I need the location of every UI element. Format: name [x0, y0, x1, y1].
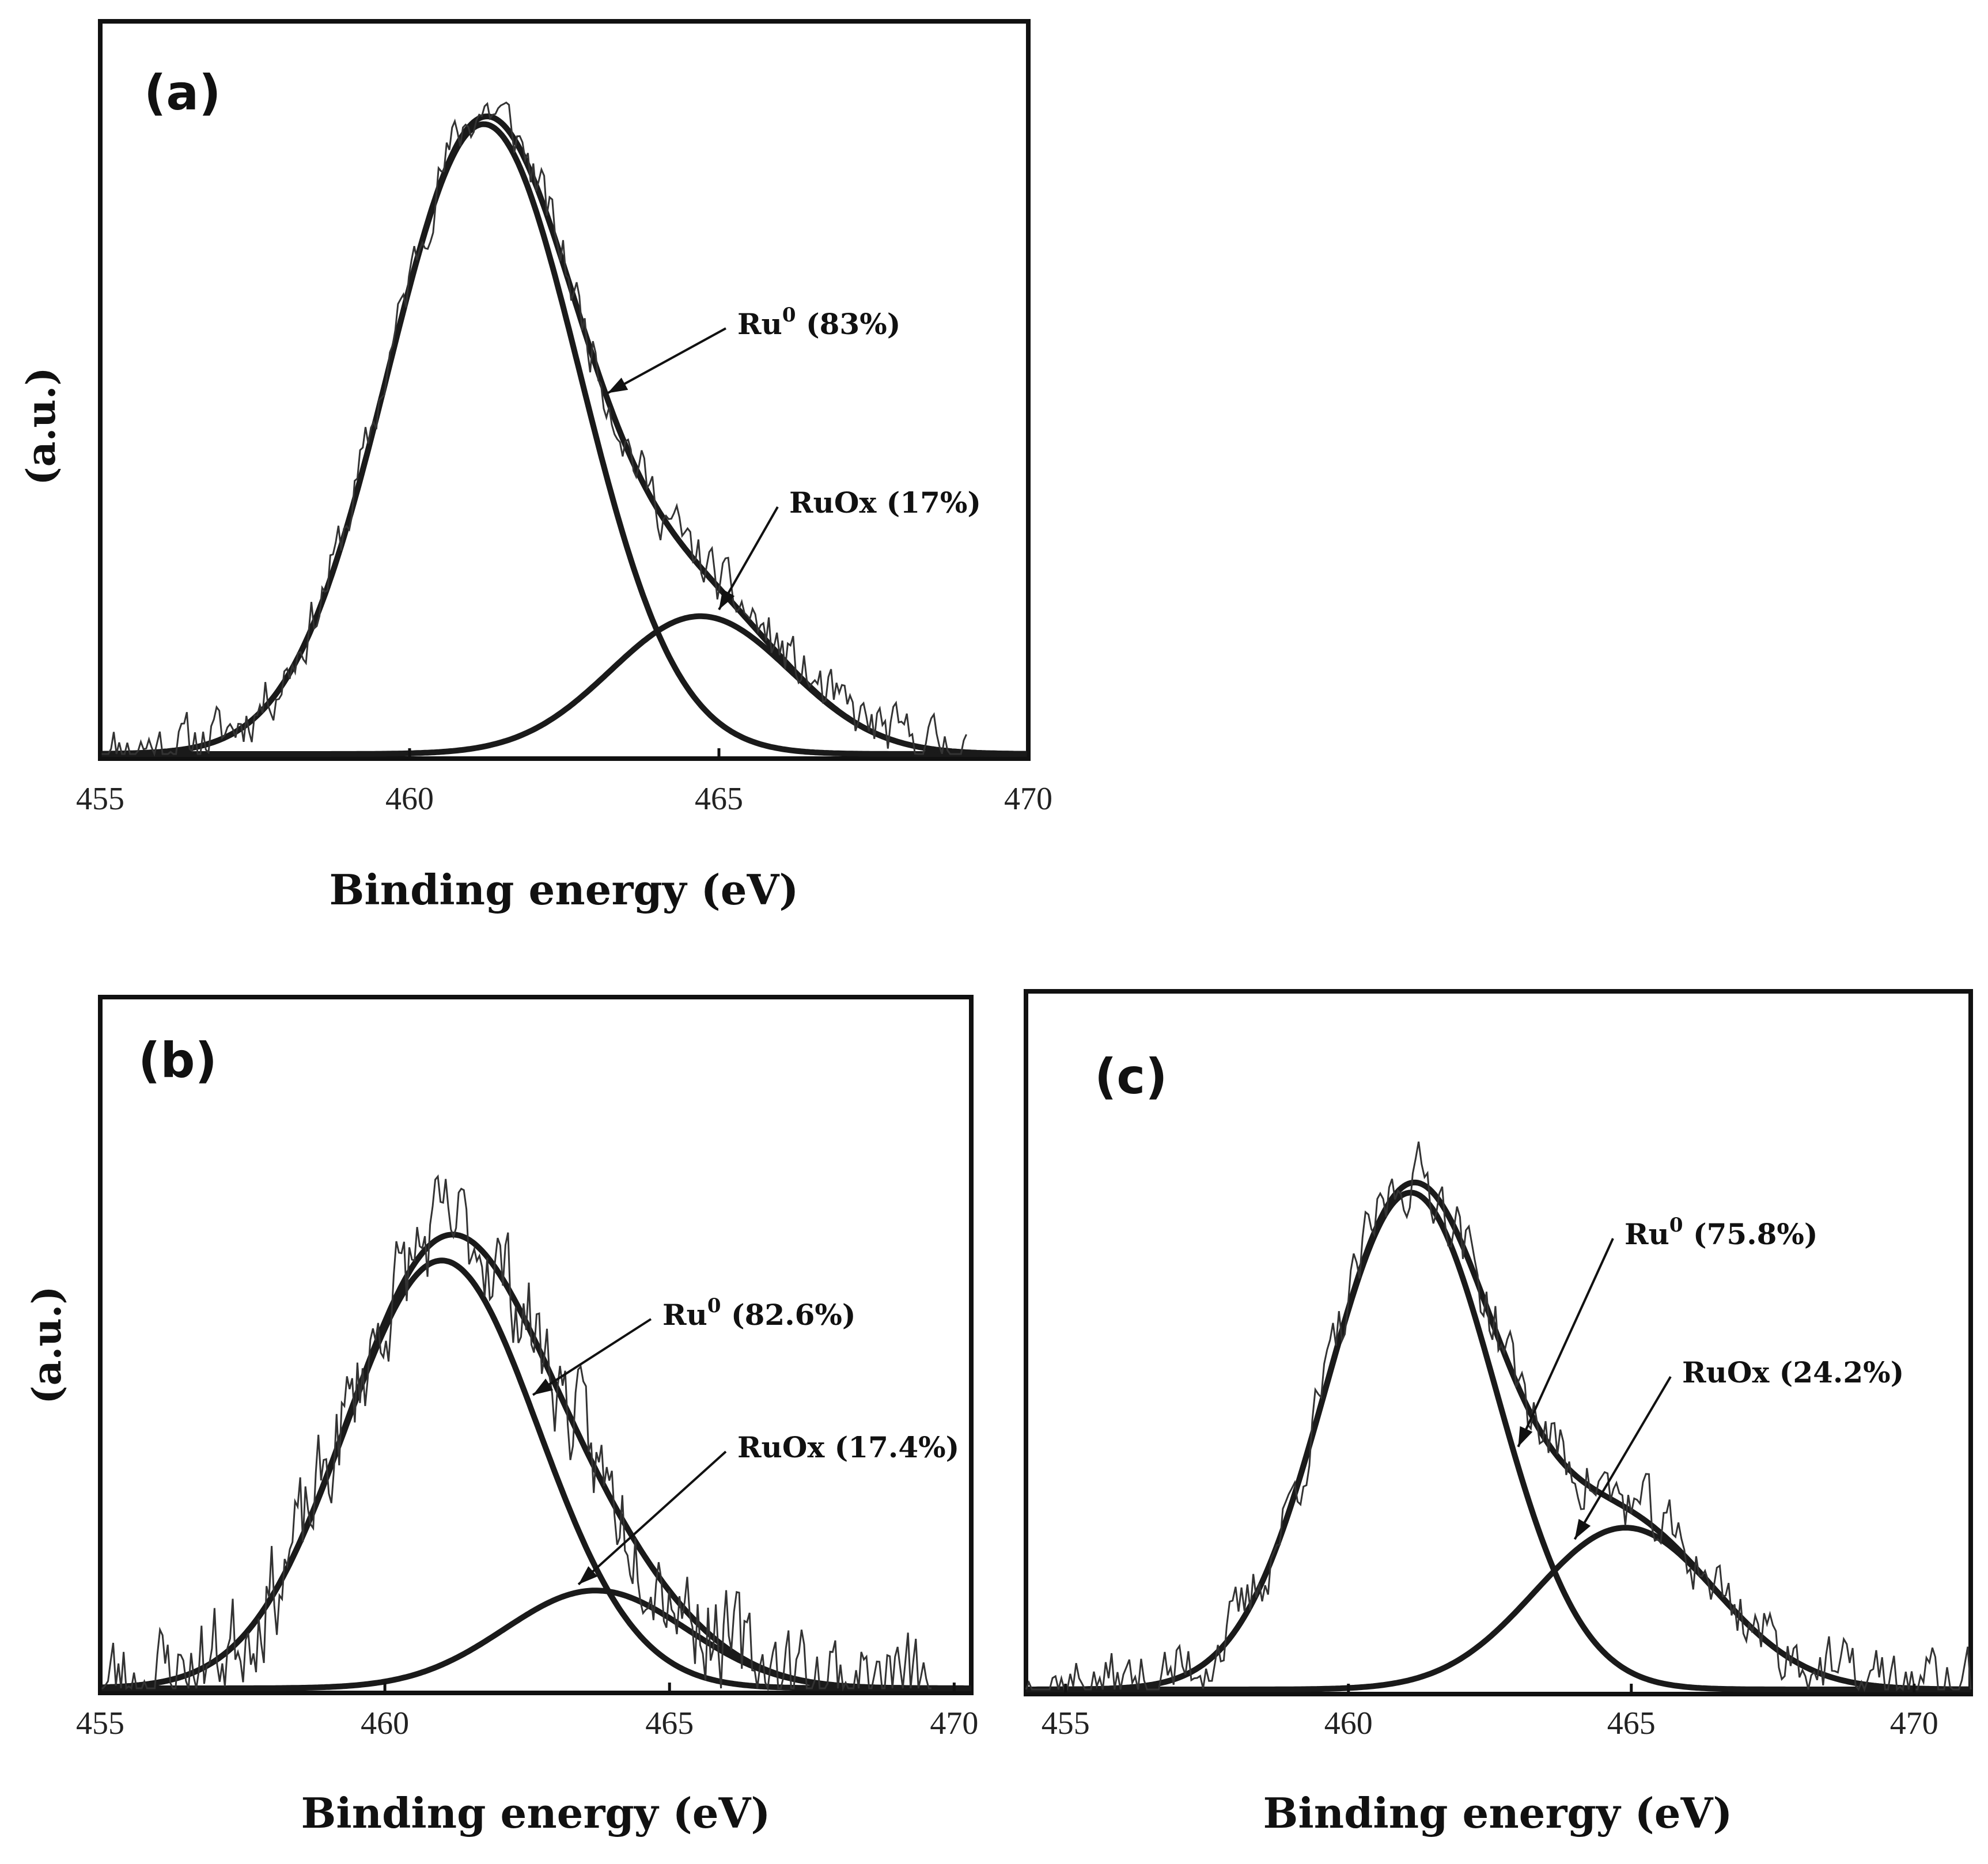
- annotation-arrow: [577, 1450, 727, 1586]
- plot-frame: [98, 19, 1031, 761]
- annotation-label: Ru0 (75.8%): [1625, 1214, 1818, 1251]
- chart-panel-b: 455 460 465 470 Ru0 (82.6%) RuOx (17.4%) (b)…: [24, 995, 978, 1838]
- x-tick-label: 470: [930, 1706, 978, 1741]
- experimental-data-line: [100, 101, 967, 757]
- x-axis-label: Binding energy (eV): [330, 865, 799, 914]
- annotation-arrow: [532, 1318, 652, 1396]
- panel-label: (c): [1095, 1048, 1168, 1105]
- annotation-arrow: [1573, 1376, 1672, 1540]
- panel-label: (a): [144, 65, 221, 121]
- envelope-line: [100, 113, 1029, 757]
- annotation-label: Ru0 (83%): [737, 304, 900, 341]
- chart-panel-c: 455 460 465 470 Ru0 (75.8%) RuOx (24.2%) (c)…: [1024, 989, 1973, 1838]
- x-tick-label: 455: [1042, 1706, 1090, 1741]
- annotation-label: RuOx (17%): [789, 486, 981, 520]
- annotation-arrowhead: [533, 1378, 554, 1395]
- annotation-label: RuOx (17.4%): [737, 1430, 959, 1464]
- annotation-arrowhead: [607, 377, 628, 393]
- x-tick-label: 460: [361, 1706, 409, 1741]
- envelope-line: [99, 1232, 972, 1691]
- x-axis-label: Binding energy (eV): [1263, 1789, 1733, 1838]
- annotation-arrowhead: [1574, 1518, 1591, 1540]
- annotation-label: RuOx (24.2%): [1682, 1355, 1904, 1389]
- annotation-arrowhead: [578, 1566, 598, 1585]
- component-peak-line: [99, 1588, 972, 1691]
- annotation-arrow: [718, 506, 779, 611]
- plot-frame: [1024, 989, 1973, 1696]
- x-tick-label: 465: [1607, 1706, 1656, 1741]
- plot-frame: [98, 995, 974, 1695]
- annotation-label: Ru0 (82.6%): [662, 1294, 856, 1332]
- x-tick-label: 460: [385, 781, 434, 817]
- annotation-arrowhead: [719, 589, 735, 610]
- x-tick-label: 470: [1004, 781, 1052, 817]
- component-peak-line: [100, 121, 1029, 757]
- x-axis-label: Binding energy (eV): [301, 1789, 771, 1838]
- annotation-arrow: [607, 327, 726, 395]
- x-tick-label: 465: [695, 781, 743, 817]
- x-tick-label: 465: [645, 1706, 694, 1741]
- component-peak-line: [1025, 1189, 1971, 1692]
- envelope-line: [1025, 1179, 1971, 1692]
- component-peak-line: [1025, 1525, 1971, 1692]
- panel-label: (b): [138, 1032, 217, 1089]
- annotation-arrowhead: [1518, 1426, 1533, 1447]
- x-tick-label: 470: [1890, 1706, 1938, 1741]
- x-tick-label: 455: [76, 1706, 124, 1741]
- x-tick-label: 455: [76, 781, 124, 817]
- y-axis-label: (a.u.): [18, 367, 65, 485]
- experimental-data-line: [100, 1174, 931, 1692]
- x-tick-label: 460: [1324, 1706, 1373, 1741]
- chart-panel-a: 455 460 465 470 Ru0 (83%) RuOx (17%) (a) Bin…: [18, 19, 1052, 914]
- annotation-arrow: [1517, 1238, 1614, 1448]
- y-axis-label: (a.u.): [24, 1286, 70, 1404]
- experimental-data-line: [1025, 1141, 1972, 1692]
